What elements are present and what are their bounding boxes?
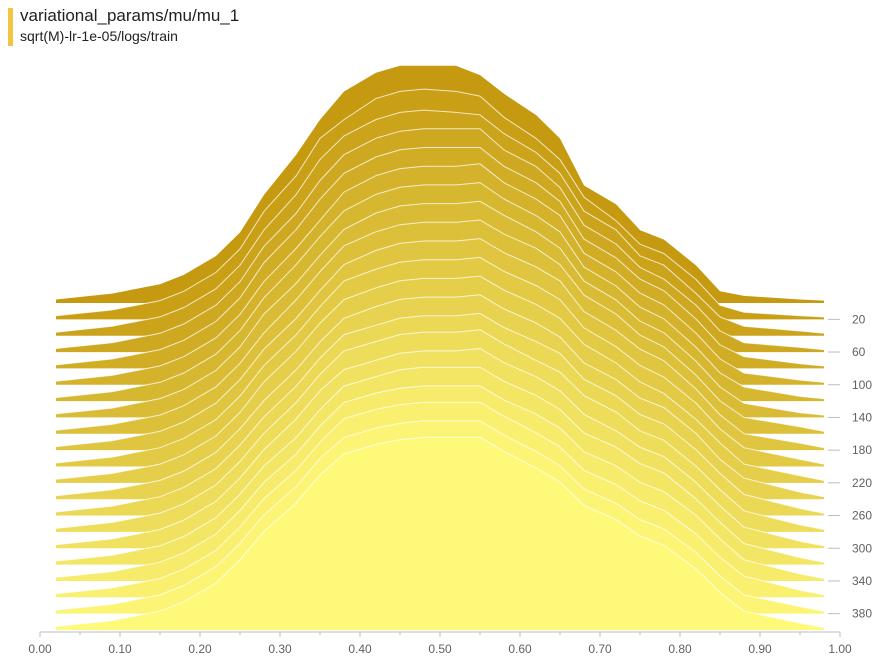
ridge-outline-step-340 — [55, 385, 825, 580]
step-tick-label: 20 — [852, 312, 866, 326]
ridge-outline-step-20 — [55, 88, 825, 318]
x-tick-label: 0.10 — [108, 642, 132, 656]
ridge-outline-step-240 — [55, 294, 825, 498]
x-tick-label: 0.70 — [588, 642, 612, 656]
ridge-outline-step-200 — [55, 256, 825, 465]
ridge-outline-step-80 — [55, 147, 825, 367]
step-tick-label: 60 — [852, 345, 866, 359]
ridge-outline-step-100 — [55, 163, 825, 383]
x-tick-label: 0.40 — [348, 642, 372, 656]
x-tick-label: 0.80 — [668, 642, 692, 656]
ridge-outline-step-60 — [55, 128, 825, 351]
ridge-outline-step-400 — [55, 436, 825, 629]
chart-title: variational_params/mu/mu_1 — [20, 6, 240, 25]
x-tick-label: 0.00 — [28, 642, 52, 656]
ridge-outline-step-280 — [55, 329, 825, 530]
x-tick-label: 0.30 — [268, 642, 292, 656]
step-axis: 20 60 100 140 180 220 260 300 340 380 — [828, 312, 872, 621]
ridge-outline-step-120 — [55, 182, 825, 400]
ridge-outline-step-220 — [55, 275, 825, 481]
ridge-outline-step-320 — [55, 366, 825, 563]
ridge-outline-step-260 — [55, 312, 825, 514]
x-tick-label: 0.20 — [188, 642, 212, 656]
step-tick-label: 100 — [852, 378, 872, 392]
step-tick-label: 380 — [852, 607, 872, 621]
ridge-outline-step-160 — [55, 219, 825, 432]
step-tick-label: 340 — [852, 574, 872, 588]
ridge-layers — [55, 65, 825, 630]
x-axis: 0.00 0.10 0.20 0.30 0.40 0.50 0.60 0.70 0.80 0.90… — [28, 631, 852, 656]
step-tick-label: 300 — [852, 541, 872, 555]
step-tick-label: 220 — [852, 476, 872, 490]
ridge-outline-step-380 — [55, 420, 825, 612]
x-tick-label: 0.50 — [428, 642, 452, 656]
x-tick-label: 0.90 — [748, 642, 772, 656]
ridge-area-step-400[interactable] — [56, 437, 824, 630]
step-tick-label: 140 — [852, 410, 872, 424]
x-tick-label: 1.00 — [828, 642, 852, 656]
ridge-outline-step-140 — [55, 200, 825, 416]
step-tick-label: 260 — [852, 509, 872, 523]
ridge-outline-step-40 — [55, 109, 825, 334]
run-name: sqrt(M)-lr-1e-05/logs/train — [20, 28, 178, 44]
ridge-outline-step-180 — [55, 238, 825, 449]
ridge-outline-step-300 — [55, 347, 825, 547]
x-tick-label: 0.60 — [508, 642, 532, 656]
run-color-swatch — [8, 8, 13, 46]
step-tick-label: 180 — [852, 443, 872, 457]
ridge-outline-step-360 — [55, 401, 825, 596]
